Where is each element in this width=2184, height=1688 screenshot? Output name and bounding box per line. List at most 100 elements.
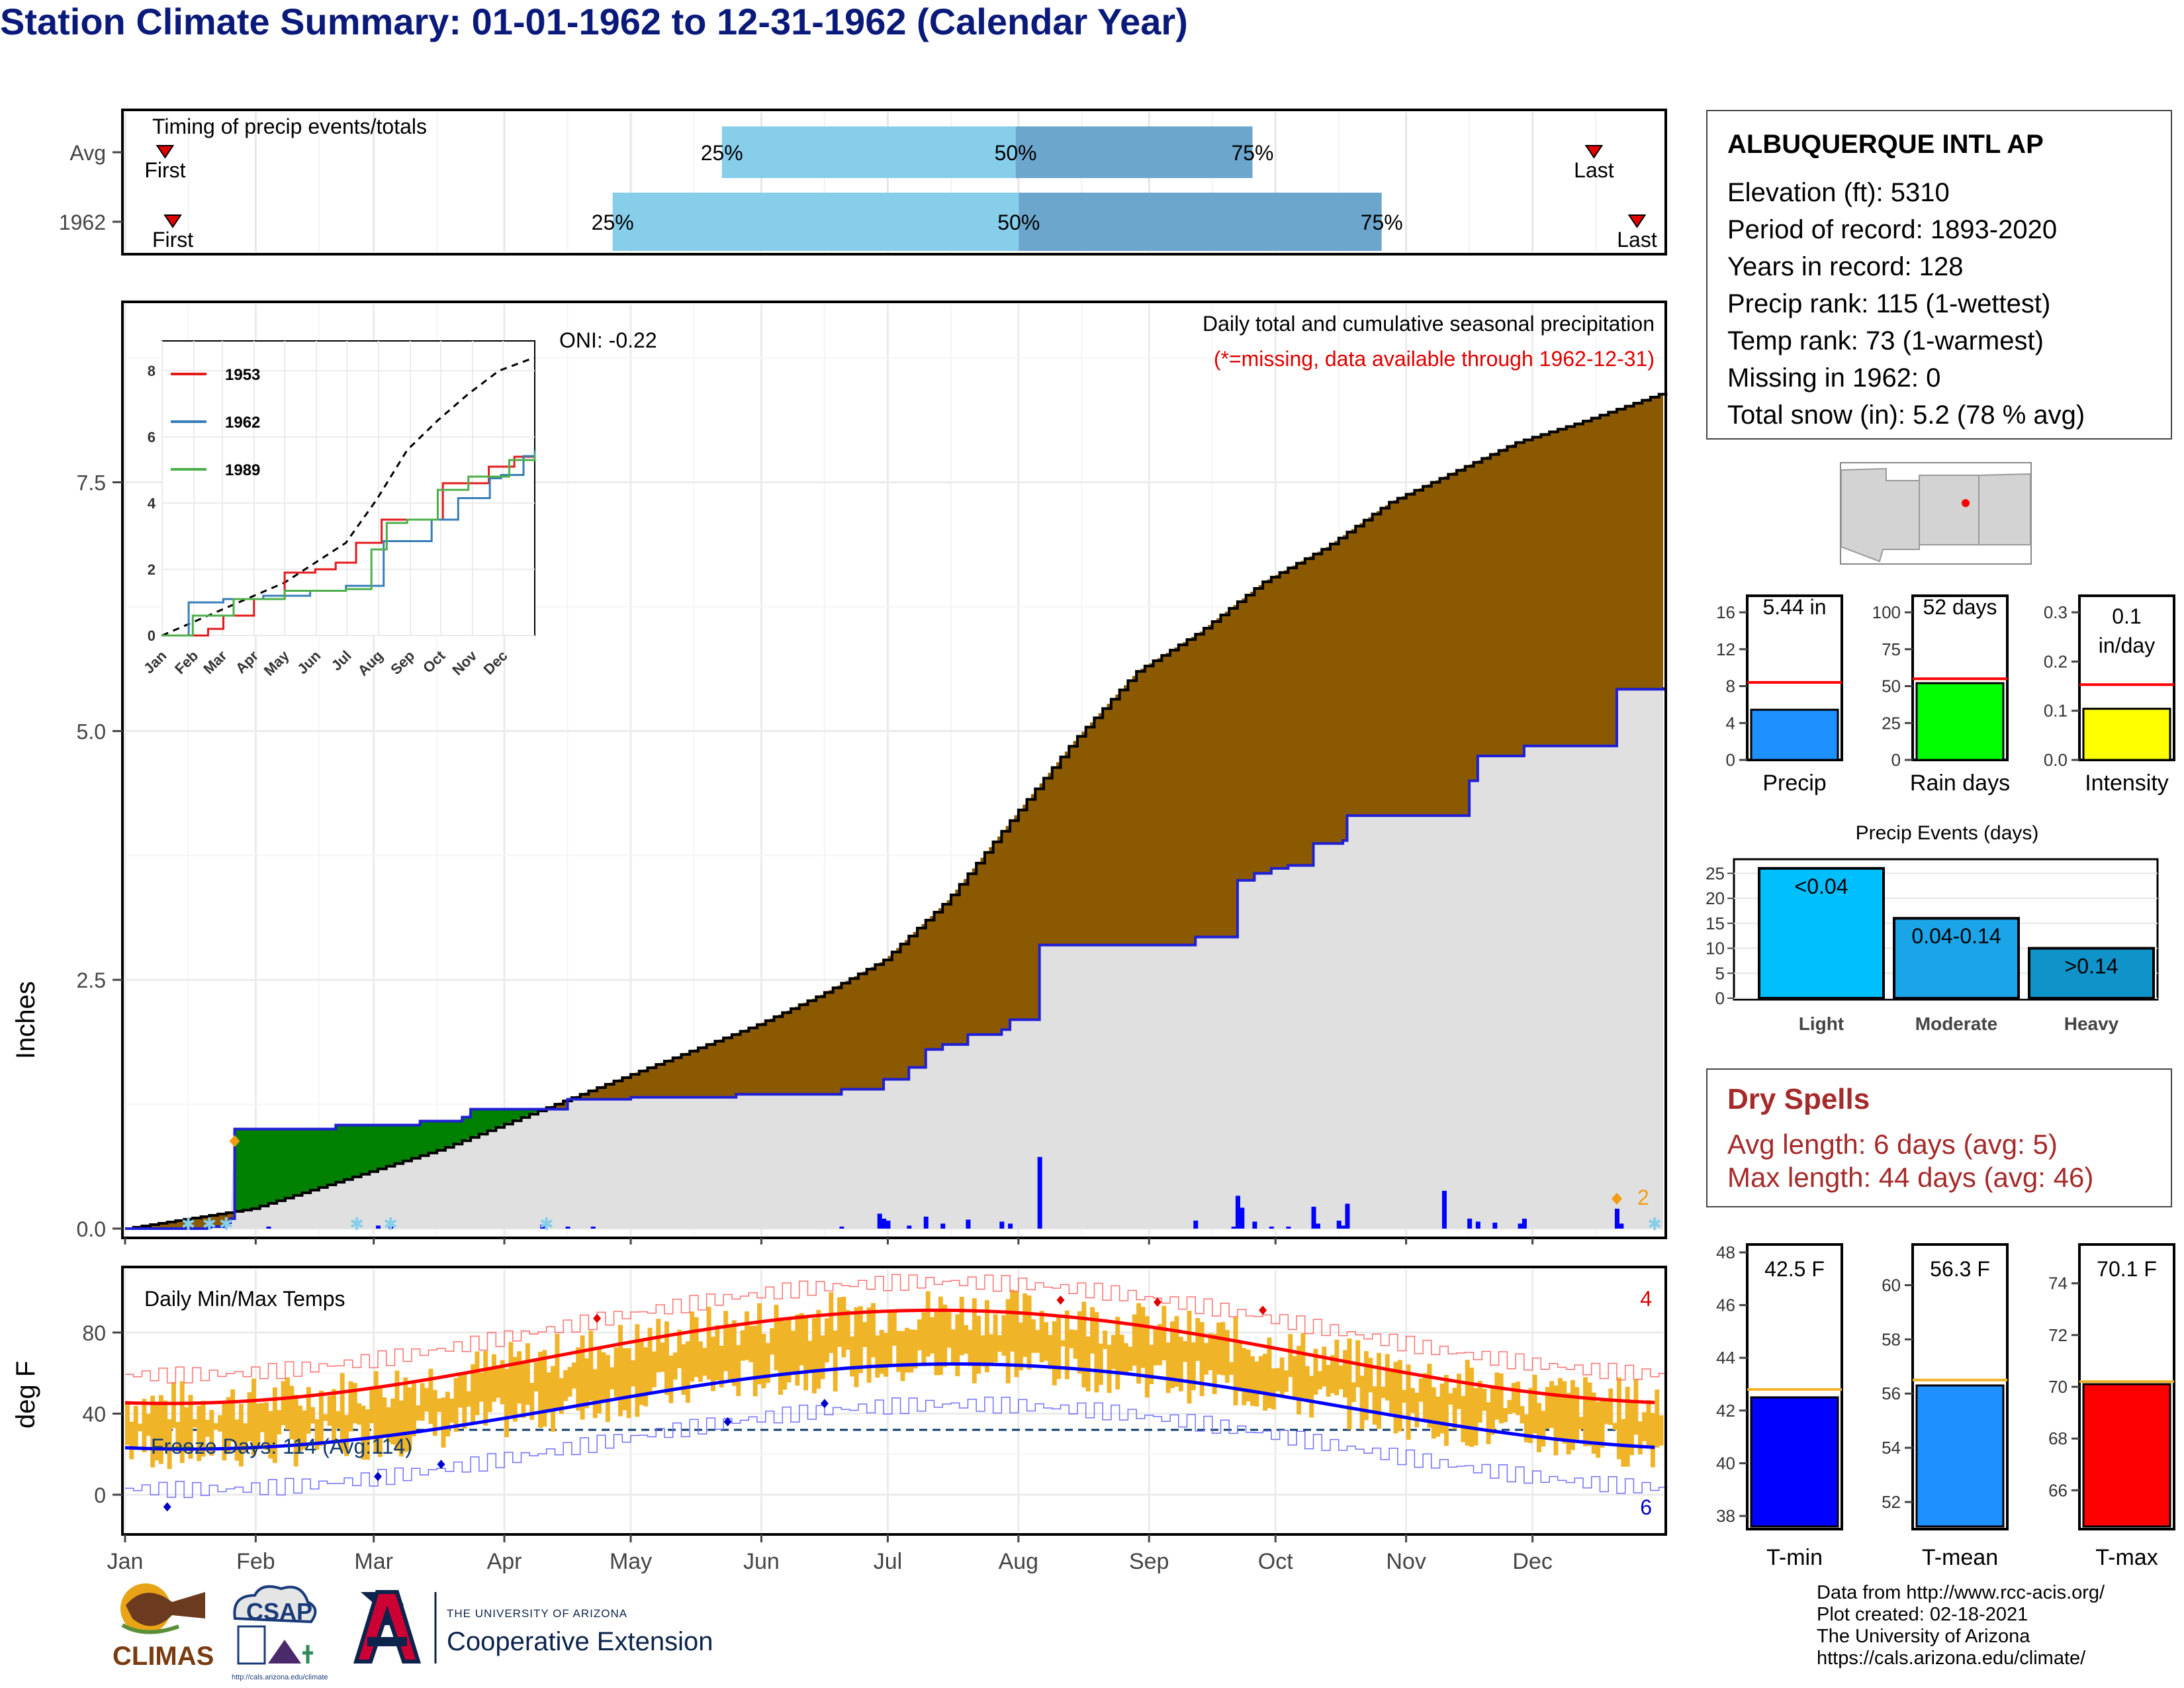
avg-min-line xyxy=(124,1362,1655,1451)
daily-temp-bar xyxy=(984,1300,989,1373)
daily-temp-bar xyxy=(731,1320,737,1386)
daily-temp-bar xyxy=(1014,1291,1019,1378)
month-label: Nov xyxy=(1386,1549,1426,1574)
daily-temp-bar xyxy=(803,1317,809,1391)
daily-temp-bar xyxy=(588,1331,594,1401)
daily-temp-bar xyxy=(1625,1387,1630,1467)
gauge-value: 0.1 xyxy=(2112,604,2141,628)
daily-temp-bar xyxy=(306,1387,311,1434)
daily-temp-bar xyxy=(1612,1423,1617,1430)
missing-data-marker xyxy=(1611,1192,1622,1205)
years-in-record: Years in record: 128 xyxy=(1727,252,1964,281)
footer-line-url: https://cals.arizona.edu/climate/ xyxy=(1817,1648,2086,1669)
daily-temp-bar xyxy=(373,1371,379,1454)
month-label: Sep xyxy=(1129,1549,1169,1574)
timing-first-label: First xyxy=(144,158,185,182)
daily-temp-bar xyxy=(133,1405,138,1448)
daily-temp-bar xyxy=(259,1403,265,1432)
daily-temp-bar xyxy=(651,1351,657,1387)
daily-temp-bar xyxy=(323,1414,328,1421)
tmax-record-count: 4 xyxy=(1640,1287,1652,1311)
daily-temp-bar xyxy=(1494,1372,1500,1420)
daily-temp-bar xyxy=(1629,1403,1635,1456)
daily-temp-bar xyxy=(1275,1368,1281,1391)
temp-gauge-tick-label: 52 xyxy=(1882,1492,1901,1512)
daily-temp-bar xyxy=(1637,1421,1643,1455)
daily-temp-bar xyxy=(1574,1387,1580,1440)
daily-temp-bar xyxy=(811,1318,817,1393)
daily-temp-bar xyxy=(1052,1321,1057,1385)
daily-temp-bar xyxy=(597,1348,602,1414)
daily-temp-bar xyxy=(1600,1399,1605,1448)
daily-temp-bar xyxy=(786,1319,792,1383)
timing-bar-50-75 xyxy=(1015,126,1253,178)
temp-gauge-tick-label: 58 xyxy=(1882,1329,1901,1349)
daily-temp-bar xyxy=(1591,1392,1596,1454)
timing-pct-75: 75% xyxy=(1361,211,1403,234)
daily-temp-bar xyxy=(1621,1419,1626,1467)
daily-temp-bar xyxy=(1297,1346,1302,1415)
inset-month-label: Sep xyxy=(387,647,418,678)
timing-row-label: Avg xyxy=(69,141,106,165)
daily-temp-bar xyxy=(314,1419,320,1450)
daily-temp-bar xyxy=(398,1400,404,1457)
daily-temp-bar xyxy=(837,1297,842,1347)
cumulative-avg-line xyxy=(125,393,1668,1230)
daily-precip-bar xyxy=(1315,1223,1320,1229)
daily-precip-bar xyxy=(1345,1203,1350,1229)
daily-temp-bar xyxy=(475,1351,480,1415)
events-tick-label: 25 xyxy=(1706,863,1725,883)
daily-temp-bar xyxy=(420,1383,425,1421)
state-outlines xyxy=(1841,467,2031,563)
gauge-tick-label: 0 xyxy=(1891,750,1901,770)
daily-temp-bar xyxy=(1363,1351,1369,1421)
daily-temp-bar xyxy=(647,1327,653,1394)
snow-marker: ✱ xyxy=(383,1214,398,1234)
daily-temp-bar xyxy=(757,1303,762,1385)
month-label: Oct xyxy=(1258,1549,1293,1574)
daily-temp-bar xyxy=(205,1419,210,1437)
daily-temp-bar xyxy=(188,1395,193,1459)
daily-temp-bar xyxy=(850,1336,855,1377)
daily-temp-bar xyxy=(1026,1295,1032,1370)
daily-temp-bar xyxy=(277,1410,282,1434)
inset-month-label: Dec xyxy=(480,647,511,678)
locator-map xyxy=(1840,462,2032,565)
daily-temp-bar xyxy=(293,1394,298,1467)
month-label: Apr xyxy=(487,1549,522,1574)
timing-last-marker xyxy=(1627,214,1647,228)
daily-temp-bar xyxy=(1140,1307,1146,1368)
daily-temp-bar xyxy=(1081,1301,1087,1387)
daily-temp-bar xyxy=(192,1419,197,1428)
daily-precip-bar xyxy=(388,1226,394,1229)
temp-rank: Temp rank: 73 (1-warmest) xyxy=(1727,326,2044,355)
gauge-tick-label: 12 xyxy=(1716,639,1735,659)
daily-temp-bar xyxy=(378,1387,383,1457)
daily-temp-bar xyxy=(571,1362,576,1389)
precip-subtitle: (*=missing, data available through 1962-… xyxy=(1214,347,1655,371)
daily-temp-bar xyxy=(500,1360,505,1405)
daily-precip-bar xyxy=(1492,1222,1498,1229)
temp-gauge-bar-t-mean xyxy=(1915,1384,2005,1528)
daily-temp-bar xyxy=(1326,1364,1331,1397)
daily-temp-bar xyxy=(437,1398,442,1413)
daily-temp-bar xyxy=(807,1340,813,1372)
timing-chart: Avg 25% 50% 75% First Last 1962 25% 50% 75% First L… xyxy=(59,109,1667,256)
temp-gauge-tick-label: 68 xyxy=(2048,1429,2068,1448)
ua-small-text: THE UNIVERSITY OF ARIZONA xyxy=(447,1607,627,1620)
daily-temp-bar xyxy=(1161,1305,1167,1361)
daily-temp-bar xyxy=(1048,1335,1053,1370)
gauge-tick-label: 4 xyxy=(1726,713,1735,733)
daily-precip-bar xyxy=(1336,1220,1342,1229)
daily-temp-bar xyxy=(690,1311,695,1382)
inset-frame xyxy=(161,340,535,636)
timing-bar-25-50 xyxy=(612,193,1019,251)
daily-temp-bar xyxy=(1473,1387,1479,1446)
daily-temp-bar xyxy=(1183,1340,1188,1362)
temp-title: Daily Min/Max Temps xyxy=(144,1287,345,1311)
gauge-tick-label: 25 xyxy=(1882,713,1901,733)
daily-temp-bar xyxy=(1170,1321,1175,1389)
daily-temp-bar xyxy=(563,1370,569,1401)
daily-temp-bar xyxy=(1507,1399,1512,1415)
daily-temp-bar xyxy=(1187,1311,1192,1404)
